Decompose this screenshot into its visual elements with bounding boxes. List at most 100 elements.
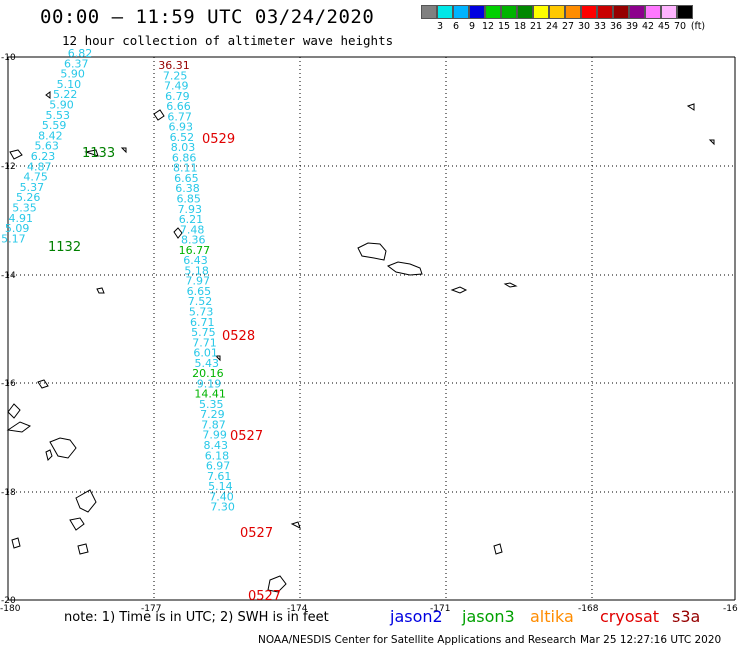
wave-height-value: 7.29 [200,408,225,421]
wave-height-value: 4.75 [23,171,48,184]
lat-label: -18 [1,488,16,498]
map-title: 00:00 – 11:59 UTC 03/24/2020 [40,6,375,28]
lat-label: -20 [1,596,16,606]
wave-height-value: 7.71 [192,336,217,349]
color-scale-label: 24 [545,21,559,32]
lon-label: -174 [287,604,308,614]
wave-height-value: 7.48 [180,223,205,236]
wave-height-value: 7.25 [163,69,188,82]
map-grid [7,56,736,601]
lon-label: -177 [141,604,161,614]
coastline [503,282,518,288]
color-scale-label: 12 [481,21,495,32]
coastline [49,437,77,459]
coastline [214,355,221,362]
color-scale-label: 27 [561,21,575,32]
color-scale-label: 45 [657,21,671,32]
coastline [153,109,165,121]
legend-altika: altika [530,607,574,626]
wave-height-value: 5.59 [42,119,67,132]
wave-height-value: 20.16 [192,367,224,380]
coastline [6,421,32,433]
color-scale-label: 3 [436,21,444,32]
color-scale [421,5,693,19]
credit-text: NOAA/NESDIS Center for Satellite Applica… [258,634,576,646]
coastline [45,449,53,461]
coastline [357,242,387,261]
wave-height-value: 5.43 [195,357,220,370]
color-swatch [469,5,485,19]
pass-time-label: 0527 [248,589,281,604]
color-scale-label: 70 [673,21,687,32]
color-scale-label: 33 [593,21,607,32]
color-scale-label: 6 [452,21,460,32]
color-swatch [677,5,693,19]
color-swatch [517,5,533,19]
wave-height-value: 6.86 [172,151,197,164]
wave-height-value: 7.30 [210,501,235,514]
wave-height-value: 6.01 [193,347,218,360]
wave-height-value: 6.71 [190,316,215,329]
wave-height-value: 14.41 [194,388,226,401]
map-axes: -180 -177 -174 -171 -168 -16 -10 -12 -14 -16 -18 -2… [0,53,738,614]
wave-height-value: 6.82 [68,47,93,60]
lat-label: -14 [1,271,16,281]
wave-height-value: 6.18 [205,449,230,462]
color-scale-label: 36 [609,21,623,32]
wave-height-value: 5.90 [60,68,85,81]
wave-height-value: 5.10 [57,78,82,91]
wave-height-value: 5.37 [20,181,45,194]
color-swatch [613,5,629,19]
wave-height-value: 7.93 [178,203,203,216]
color-swatch [533,5,549,19]
wave-height-value: 6.65 [174,172,199,185]
color-swatch [453,5,469,19]
track-west: 6.826.375.905.105.225.905.535.598.425.63… [1,47,92,245]
pass-time-label: 0527 [230,429,263,444]
coastline [75,489,97,513]
wave-height-value: 5.73 [189,305,214,318]
wave-height-value: 7.61 [207,470,232,483]
color-swatch [581,5,597,19]
wave-height-value: 5.75 [191,326,216,339]
wave-height-value: 5.14 [208,480,233,493]
pass-time-label: 0527 [240,526,273,541]
wave-height-value: 6.97 [206,460,231,473]
wave-height-value: 8.03 [171,141,196,154]
pass-times: 1133 1132 0529 0528 0527 0527 0527 [48,132,281,604]
wave-height-value: 6.93 [169,121,194,134]
coastline [708,139,715,146]
lat-label: -12 [1,162,16,172]
wave-height-value: 6.85 [176,193,201,206]
wave-height-value: 5.35 [12,202,37,215]
legend-s3a: s3a [672,607,701,626]
footer-note: note: 1) Time is in UTC; 2) SWH is in fe… [64,610,329,625]
wave-height-value: 5.53 [46,109,71,122]
legend-jason3: jason3 [462,607,515,626]
lat-label: -16 [1,379,16,389]
coastline [9,149,23,160]
wave-height-value: 6.65 [187,285,212,298]
wave-height-value: 7.49 [164,80,189,93]
wave-height-value: 6.38 [175,182,200,195]
coastline [686,103,695,111]
color-swatch [437,5,453,19]
wave-height-value: 5.35 [199,398,224,411]
color-scale-unit: (ft) [690,21,706,32]
coastline [7,403,21,419]
wave-height-value: 5.22 [53,88,78,101]
color-scale-label: 18 [513,21,527,32]
color-swatch [549,5,565,19]
wave-height-value: 5.90 [49,99,74,112]
pass-time-label: 0528 [222,329,255,344]
coastline [120,147,127,154]
coastlines [6,91,715,593]
wave-height-value: 16.77 [179,244,211,257]
color-scale-label: 21 [529,21,543,32]
color-scale-label: 9 [468,21,476,32]
timestamp-text: Mar 25 12:27:16 UTC 2020 [580,634,722,646]
wave-height-value: 7.97 [185,275,210,288]
wave-height-value: 7.99 [202,429,227,442]
coastline [267,575,287,593]
